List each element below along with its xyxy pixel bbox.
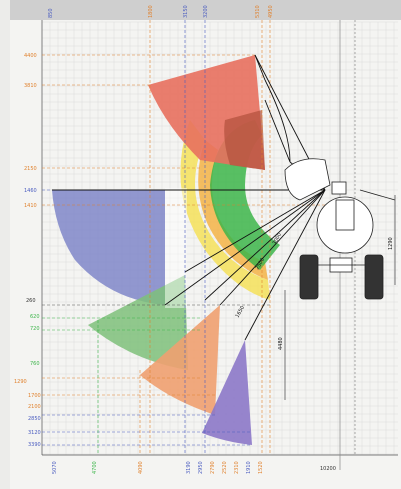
arm-label-1: 3000 xyxy=(272,232,284,246)
left-label-5: 1410 xyxy=(24,203,37,209)
boom-line-6 xyxy=(219,189,326,306)
purple-lower-area xyxy=(202,340,252,445)
left-labels: 4400 3810 2150 1460 1410 260 620 720 760… xyxy=(14,53,41,448)
left-label-11: 1700 xyxy=(28,393,41,399)
left-label-14: 3120 xyxy=(28,430,41,436)
boom-line-4 xyxy=(184,189,326,273)
bottom-label-1: 5070 xyxy=(52,461,58,474)
left-label-1: 4400 xyxy=(24,53,37,59)
bottom-label-6: 2790 xyxy=(210,461,216,474)
top-label-4: 3200 xyxy=(203,5,209,18)
blue-range-area xyxy=(52,190,165,305)
top-scan-band xyxy=(0,0,401,20)
arm-label-2: 2500 xyxy=(255,257,267,271)
bottom-label-11: 10200 xyxy=(320,466,336,472)
boom-line-7 xyxy=(244,189,326,341)
orange-lower-area xyxy=(140,305,220,415)
boom-line-5 xyxy=(204,189,326,301)
right-track xyxy=(364,254,384,300)
top-label-6: 4950 xyxy=(268,5,274,18)
left-label-9: 760 xyxy=(30,361,40,367)
left-label-6: 260 xyxy=(26,298,36,304)
vertical-label: 4480 xyxy=(278,337,284,350)
bottom-label-3: 4090 xyxy=(138,461,144,474)
machine-outline xyxy=(284,158,396,400)
boom-arc xyxy=(264,79,291,163)
bottom-label-10: 1520 xyxy=(258,461,264,474)
arm-labels: 3000 2500 1650 1290 4480 xyxy=(235,232,394,350)
left-label-4: 1460 xyxy=(24,188,37,194)
left-label-8: 720 xyxy=(30,326,40,332)
arm-label-3: 1650 xyxy=(235,305,247,319)
left-label-13: 2850 xyxy=(28,416,41,422)
bottom-label-5: 2950 xyxy=(198,461,204,474)
overlay-strip xyxy=(165,188,187,308)
left-label-7: 620 xyxy=(30,314,40,320)
cab-box xyxy=(331,181,347,195)
red-core-area xyxy=(224,110,265,170)
left-track xyxy=(299,254,319,300)
bottom-label-2: 4700 xyxy=(92,461,98,474)
boom-line-3 xyxy=(164,189,326,306)
boom-lines xyxy=(52,54,326,341)
seat-body xyxy=(335,199,355,231)
left-label-3: 2150 xyxy=(24,166,37,172)
cab-top-view xyxy=(284,158,331,201)
range-areas xyxy=(52,55,280,445)
bottom-labels: 5070 4700 4090 3190 2950 2790 2520 2310 … xyxy=(52,461,336,474)
green-lower-area xyxy=(88,275,188,370)
bottom-label-8: 2310 xyxy=(234,461,240,474)
boom-line-2b xyxy=(264,99,291,163)
left-label-2: 3810 xyxy=(24,83,37,89)
machine-arm-line xyxy=(359,189,396,201)
top-label-3: 3150 xyxy=(183,5,189,18)
left-label-15: 3390 xyxy=(28,442,41,448)
left-label-10: 1290 xyxy=(14,379,27,385)
bottom-label-4: 3190 xyxy=(186,461,192,474)
side-label: 1290 xyxy=(388,237,394,250)
top-labels: 850 1800 3150 3200 5310 4950 xyxy=(48,5,274,18)
left-label-12: 2100 xyxy=(28,404,41,410)
top-label-5: 5310 xyxy=(255,5,261,18)
top-label-2: 1800 xyxy=(148,5,154,18)
boom-line-top-tip xyxy=(254,54,266,81)
bottom-label-7: 2520 xyxy=(222,461,228,474)
bottom-label-9: 1910 xyxy=(246,461,252,474)
left-scan-band xyxy=(0,0,10,489)
top-label-1: 850 xyxy=(48,8,54,18)
